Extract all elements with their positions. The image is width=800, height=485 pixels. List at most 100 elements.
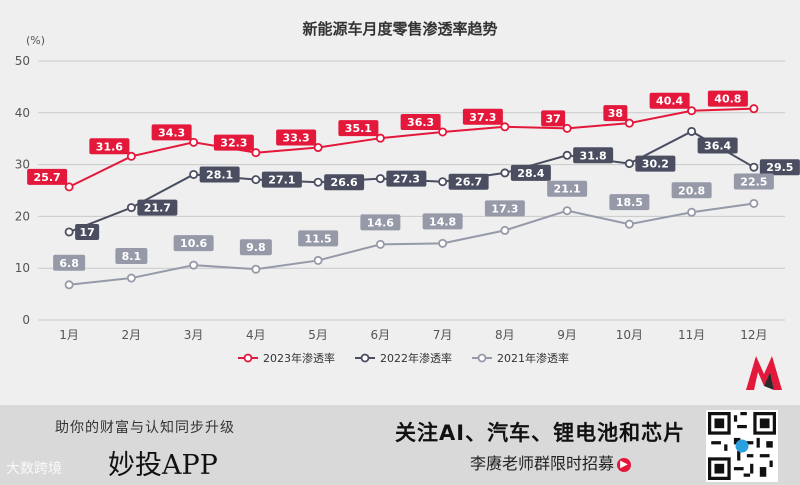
y-tick-label: 0 [22, 313, 30, 327]
promo-footer: 助你的财富与认知同步升级 妙投APP 大数跨境 关注AI、汽车、锂电池和芯片 李… [0, 405, 800, 485]
data-point [562, 123, 572, 133]
y-axis-unit: (%) [26, 34, 45, 47]
data-label-bg [239, 239, 272, 256]
data-point [313, 255, 323, 265]
data-label: 18.5 [616, 196, 643, 209]
data-point [438, 127, 448, 137]
series-line-1 [68, 107, 754, 188]
data-label-bg [422, 213, 463, 230]
data-label-bg [151, 124, 192, 141]
data-label-bg [261, 171, 302, 188]
legend-marker [477, 353, 487, 363]
data-label: 27.3 [393, 173, 420, 186]
x-tick-label: 11月 [678, 328, 705, 342]
data-label: 34.3 [158, 126, 185, 139]
data-point [749, 198, 759, 208]
data-label: 17.3 [491, 202, 518, 215]
data-point [624, 118, 634, 128]
data-point [562, 150, 572, 160]
data-point [251, 264, 261, 274]
x-tick-label: 5月 [308, 328, 328, 342]
data-label-bg [276, 129, 317, 146]
y-tick-label: 50 [15, 54, 30, 68]
legend-label: 2022年渗透率 [380, 351, 452, 365]
data-point [126, 151, 136, 161]
data-label-bg [75, 223, 100, 240]
miaotou-logo-icon [746, 356, 782, 390]
data-label: 40.8 [714, 93, 741, 106]
chart-title: 新能源车月度零售渗透率趋势 [302, 20, 497, 38]
data-point [126, 273, 136, 283]
chart-area: 新能源车月度零售渗透率趋势 (%) 0 10 20 30 40 50 1月 2月 3月 4月 5月 6月 7… [0, 0, 800, 405]
data-point [562, 206, 572, 216]
footer-recruit-label: 李赓老师群限时招募 [470, 454, 615, 473]
x-tick-label: 12月 [740, 328, 767, 342]
data-label: 27.1 [268, 174, 295, 187]
data-label: 31.8 [580, 149, 607, 162]
qr-code-icon[interactable] [706, 410, 778, 482]
data-label: 9.8 [246, 241, 266, 254]
data-point [64, 280, 74, 290]
series-line-3 [69, 202, 755, 286]
data-point [375, 239, 385, 249]
data-point [313, 177, 323, 187]
data-label: 11.5 [305, 232, 332, 245]
x-tick-label: 3月 [184, 328, 204, 342]
data-label: 28.4 [517, 167, 544, 180]
footer-recruit-link[interactable]: 李赓老师群限时招募 ▶ [470, 450, 632, 474]
data-point [189, 137, 199, 147]
legend-label: 2021年渗透率 [497, 351, 569, 365]
data-label: 36.4 [704, 139, 731, 152]
data-point [500, 225, 510, 235]
data-label-bg [547, 180, 588, 197]
data-label-bg [298, 230, 339, 247]
data-label-bg [27, 168, 68, 185]
data-point [438, 177, 448, 187]
data-label-bg [89, 138, 130, 155]
data-point [687, 207, 697, 217]
data-point [438, 238, 448, 248]
y-tick-label: 30 [15, 158, 30, 172]
data-label-bg [697, 137, 738, 154]
data-label: 30.2 [642, 158, 669, 171]
data-label-bg [115, 248, 148, 265]
data-point [687, 106, 697, 116]
data-label: 10.6 [180, 237, 207, 250]
data-label-bg [213, 134, 254, 151]
footer-brand[interactable]: 妙投APP [108, 450, 218, 481]
data-label-bg [400, 113, 441, 130]
x-tick-label: 9月 [557, 328, 577, 342]
data-point [189, 169, 199, 179]
x-tick-label: 6月 [371, 328, 391, 342]
data-point [126, 203, 136, 213]
data-label: 37 [545, 112, 560, 125]
data-label-bg [324, 174, 365, 191]
data-label-bg [386, 170, 427, 187]
data-label-bg [649, 92, 690, 109]
data-label: 21.1 [554, 183, 581, 196]
data-label-bg [448, 173, 489, 190]
data-label: 31.6 [96, 140, 123, 153]
data-label: 25.7 [34, 171, 61, 184]
data-point [64, 227, 74, 237]
y-tick-label: 40 [15, 106, 30, 120]
data-label-bg [573, 147, 614, 164]
data-label-bg [484, 200, 525, 217]
watermark-text: 大数跨境 [6, 461, 62, 477]
data-point [500, 168, 510, 178]
data-label-bg [733, 173, 774, 190]
data-point [624, 219, 634, 229]
arrow-right-icon: ▶ [617, 457, 632, 472]
y-tick-label: 10 [15, 261, 30, 275]
data-label-bg [510, 164, 551, 181]
data-point [749, 104, 759, 114]
data-label-bg [137, 199, 178, 216]
data-label: 35.1 [345, 122, 372, 135]
data-point [624, 159, 634, 169]
x-tick-label: 10月 [616, 328, 643, 342]
data-label-bg [360, 214, 401, 231]
line-chart: 新能源车月度零售渗透率趋势 (%) 0 10 20 30 40 50 1月 2月 3月 4月 5月 6月 7… [15, 20, 800, 365]
data-label-bg [338, 120, 379, 137]
data-label-bg [199, 166, 240, 183]
data-label-bg [462, 108, 503, 125]
